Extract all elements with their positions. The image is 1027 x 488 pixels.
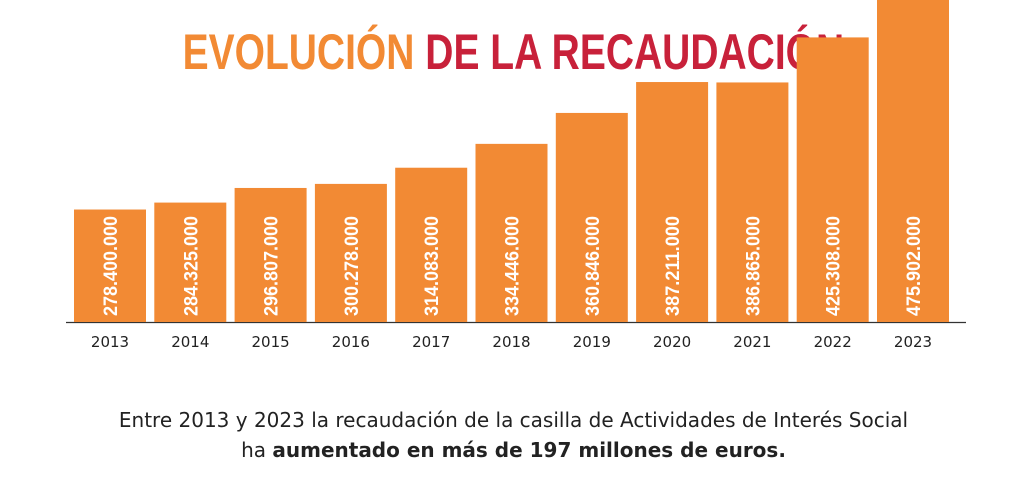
bar-2014	[154, 202, 227, 322]
caption-line-2: ha aumentado en más de 197 millones de e…	[0, 435, 1027, 465]
bar-2022	[796, 37, 869, 322]
x-tick-label: 2022	[814, 333, 852, 351]
x-tick-label: 2020	[653, 333, 691, 351]
x-tick-label: 2023	[894, 333, 932, 351]
bar-2013	[74, 209, 146, 322]
bar-value-label: 386.865.000	[743, 216, 764, 316]
bar-value-label: 360.846.000	[583, 216, 604, 316]
title-part-1: EVOLUCIÓN	[182, 24, 415, 80]
bar-2023	[877, 0, 949, 323]
bar-value-label: 296.807.000	[262, 216, 283, 316]
bar-2015	[234, 187, 307, 322]
bar-chart: 278.400.000 2013 284.325.000 2014 296.807.00…	[66, 0, 966, 351]
x-tick-label: 2015	[252, 333, 290, 351]
bar-value-label: 300.278.000	[342, 216, 363, 316]
x-tick-label: 2021	[733, 333, 771, 351]
bar-2020	[636, 82, 709, 322]
caption-prefix: ha	[241, 438, 273, 462]
chart-title: EVOLUCIÓN DE LA RECAUDACIÓN	[113, 22, 914, 82]
x-tick-label: 2016	[332, 333, 370, 351]
x-tick-label: 2013	[91, 333, 129, 351]
bar-value-label: 425.308.000	[824, 216, 845, 316]
bar-value-label: 314.083.000	[422, 216, 443, 316]
caption: Entre 2013 y 2023 la recaudación de la c…	[0, 405, 1027, 465]
bar-value-label: 387.211.000	[663, 216, 684, 316]
x-tick-label: 2019	[573, 333, 611, 351]
bar-2016	[314, 183, 387, 322]
x-tick-label: 2017	[412, 333, 450, 351]
bar-value-label: 278.400.000	[101, 216, 122, 316]
bar-value-label: 475.902.000	[904, 216, 925, 316]
bar-2017	[395, 167, 468, 322]
title-part-2: DE LA RECAUDACIÓN	[425, 24, 845, 80]
x-tick-label: 2018	[492, 333, 530, 351]
bar-value-label: 334.446.000	[503, 216, 524, 316]
caption-line-1: Entre 2013 y 2023 la recaudación de la c…	[118, 408, 909, 432]
bar-2018	[475, 143, 548, 322]
bar-value-label: 284.325.000	[181, 216, 202, 316]
x-tick-label: 2014	[171, 333, 209, 351]
bar-2021	[716, 82, 789, 322]
caption-highlight: aumentado en más de 197 millones de euro…	[272, 438, 786, 462]
bar-2019	[555, 112, 628, 322]
